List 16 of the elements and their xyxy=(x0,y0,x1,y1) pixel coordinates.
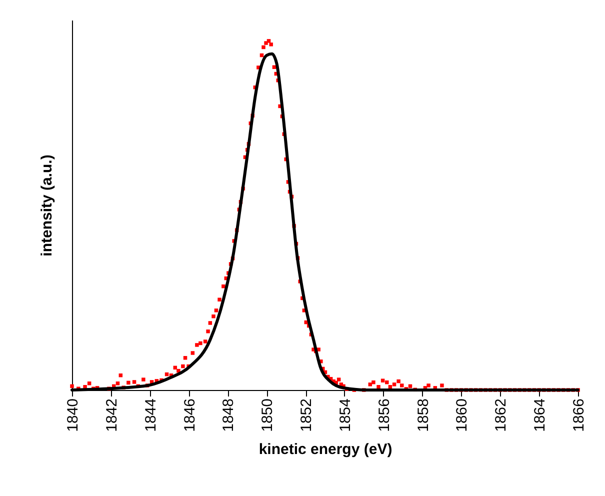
x-tick-label: 1850 xyxy=(259,398,276,432)
x-tick-label: 1852 xyxy=(298,398,316,432)
x-tick-label: 1866 xyxy=(570,398,588,432)
x-tick-label: 1844 xyxy=(142,398,160,432)
x-tick-label: 1840 xyxy=(64,398,82,432)
x-tick-label: 1848 xyxy=(220,398,238,432)
x-tick-label: 1858 xyxy=(414,398,432,432)
x-tick-label: 1842 xyxy=(103,398,120,432)
x-tick-label: 1846 xyxy=(181,398,198,432)
x-tick-label: 1862 xyxy=(492,398,510,432)
x-axis-title: kinetic energy (eV) xyxy=(258,440,392,458)
y-axis-title: intensity (a.u.) xyxy=(38,154,56,256)
x-tick-label: 1864 xyxy=(532,398,549,432)
x-tick-label: 1860 xyxy=(454,398,471,432)
x-tick-label: 1856 xyxy=(376,398,393,432)
x-tick-label: 1854 xyxy=(336,398,354,432)
